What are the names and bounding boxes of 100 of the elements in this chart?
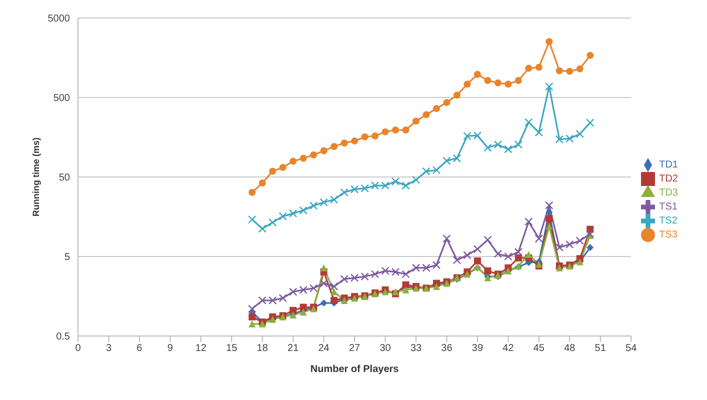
point [268, 218, 277, 227]
x-tick-label: 42 [502, 343, 514, 354]
point [299, 206, 308, 215]
point [278, 294, 287, 302]
x-tick-label: 48 [564, 343, 576, 354]
point [452, 154, 462, 162]
point [546, 222, 553, 230]
point [504, 145, 512, 154]
point [248, 188, 256, 196]
point [473, 244, 482, 254]
point [504, 80, 512, 88]
point [566, 134, 574, 143]
point [555, 243, 564, 252]
y-tick-label: 50 [58, 172, 70, 184]
point [514, 254, 522, 262]
point [534, 234, 544, 243]
point [320, 300, 328, 307]
point [412, 118, 420, 125]
x-tick-label: 54 [626, 343, 638, 354]
point [484, 267, 492, 274]
point [484, 144, 492, 152]
y-tick-label: 5000 [48, 14, 70, 25]
point [494, 140, 502, 149]
point [546, 208, 553, 216]
point [279, 164, 286, 171]
point [391, 268, 400, 276]
point [566, 240, 574, 248]
point [350, 185, 359, 194]
point [370, 270, 380, 278]
point [474, 257, 481, 264]
point [442, 234, 451, 243]
point [381, 181, 390, 190]
point [545, 201, 554, 210]
point [514, 77, 522, 84]
point [278, 212, 287, 220]
legend-label: TS2 [659, 216, 678, 227]
point [576, 236, 584, 245]
point [473, 131, 482, 140]
legend-label: TD1 [659, 160, 678, 171]
x-tick-label: 3 [106, 343, 112, 354]
point [546, 215, 553, 222]
point [474, 70, 481, 78]
point [330, 142, 338, 150]
point [320, 147, 328, 154]
point [402, 126, 410, 134]
point [422, 111, 430, 118]
point [391, 177, 400, 186]
point [402, 270, 410, 278]
point [402, 286, 410, 294]
point [309, 284, 318, 292]
point [546, 38, 553, 46]
point [392, 126, 400, 134]
point [545, 82, 554, 91]
point [290, 158, 297, 165]
x-tick-label: 6 [136, 343, 143, 354]
y-axis-title: Running time (ms) [31, 138, 42, 216]
point [422, 264, 430, 272]
point [432, 105, 440, 112]
point [566, 68, 574, 75]
x-tick-label: 15 [226, 343, 238, 354]
point [402, 181, 410, 190]
x-tick-label: 21 [288, 343, 300, 354]
x-axis-title: Number of Players [310, 364, 400, 375]
point [330, 296, 338, 304]
point [258, 296, 266, 305]
point [432, 260, 441, 270]
x-tick-label: 51 [594, 343, 606, 354]
x-tick-label: 27 [348, 343, 361, 354]
y-tick-label: 0.5 [56, 332, 70, 343]
point [524, 218, 533, 226]
point [464, 80, 471, 88]
point [422, 167, 430, 176]
point [524, 118, 533, 126]
point [514, 140, 523, 149]
point [442, 156, 451, 165]
point [534, 128, 544, 136]
x-tick-label: 45 [533, 343, 545, 354]
point [372, 132, 379, 140]
point [412, 264, 420, 272]
point [463, 251, 472, 260]
point [484, 236, 492, 244]
point [288, 209, 298, 218]
point [535, 64, 542, 71]
point [258, 224, 266, 233]
x-tick-label: 9 [167, 343, 174, 354]
point [555, 135, 564, 144]
point [525, 64, 532, 72]
point [320, 264, 328, 272]
point [586, 244, 594, 251]
point [351, 137, 358, 144]
x-tick-label: 18 [256, 343, 268, 354]
point [556, 67, 563, 74]
point [310, 151, 318, 158]
point [248, 304, 256, 313]
point [432, 166, 441, 174]
y-tick-label: 500 [53, 93, 70, 104]
point [340, 274, 348, 284]
point [300, 154, 307, 162]
point [288, 288, 298, 296]
point [382, 128, 389, 136]
